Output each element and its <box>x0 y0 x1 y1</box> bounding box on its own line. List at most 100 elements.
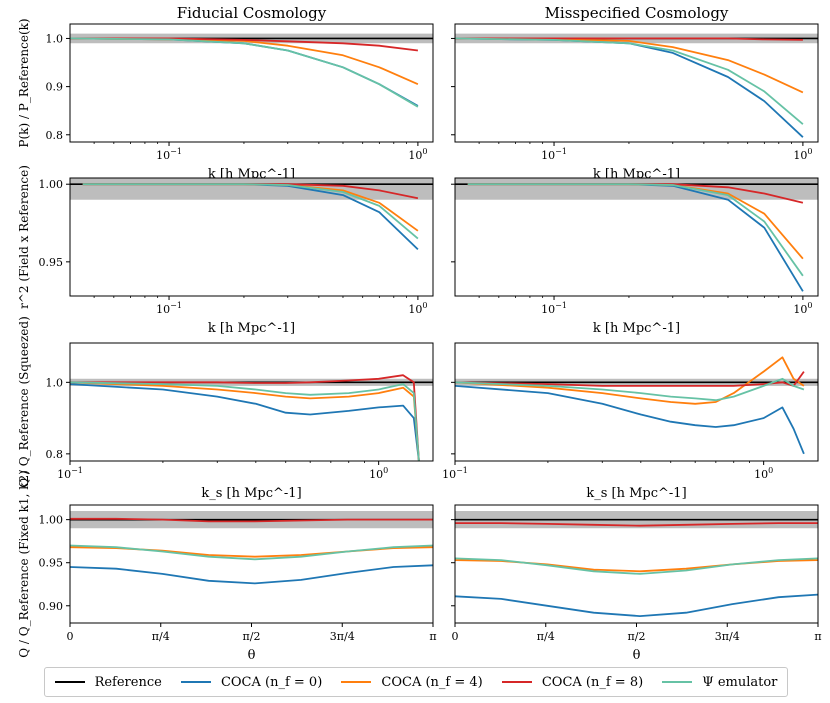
x-tick-label: 3π/4 <box>715 630 740 643</box>
series-line-coca-n-f-4 <box>455 356 805 405</box>
panel-r2-fiducial: 0.95 1.00 10−1 100 k [h Mpc^-1] r^2 (Field x … <box>17 165 434 336</box>
x-tick-label: π <box>429 630 436 643</box>
x-tick-label: 10−1 <box>541 301 567 316</box>
y-axis-label: Q / Q_Reference (Squeezed) <box>17 316 31 488</box>
x-axis-label: k_s [h Mpc^-1] <box>201 486 301 501</box>
series-line-emulator <box>455 377 805 402</box>
legend-item: COCA (n_f = 0) <box>180 674 323 690</box>
plot-area <box>455 33 818 138</box>
x-axis-label: θ <box>633 648 641 663</box>
series-line-emulator <box>467 183 804 277</box>
x-tick-label: π/4 <box>537 630 555 643</box>
legend-swatch <box>341 681 372 683</box>
series-line-coca-n-f-0 <box>455 37 804 138</box>
y-tick-label: 1.00 <box>39 514 64 527</box>
series-line-emulator <box>82 183 419 240</box>
x-tick-label: 10−1 <box>57 466 83 481</box>
x-tick-label: 10−1 <box>541 147 567 162</box>
y-tick-label: 1.0 <box>46 32 64 45</box>
x-tick-label: 3π/4 <box>330 630 355 643</box>
legend-swatch <box>662 681 693 683</box>
y-tick-label: 0.90 <box>39 600 64 613</box>
x-tick-label: 10−1 <box>442 466 468 481</box>
series-line-emulator <box>70 381 420 461</box>
series-line-coca-n-f-0 <box>70 564 433 585</box>
x-tick-label: 10−1 <box>156 301 182 316</box>
axes-frame <box>454 177 819 297</box>
x-tick-label: 0 <box>67 630 74 643</box>
legend-label: COCA (n_f = 4) <box>381 674 483 690</box>
series-line-coca-n-f-0 <box>70 383 420 461</box>
x-tick-label: 100 <box>793 147 812 162</box>
plot-area <box>455 178 818 292</box>
panel-q-squeezed-misspecified: 10−1 100 k_s [h Mpc^-1] <box>442 342 819 501</box>
series-line-coca-n-f-8 <box>455 522 818 527</box>
panel-q-fixed-misspecified: 0 π/4 π/2 3π/4 π θ <box>451 504 822 663</box>
plot-area <box>455 511 818 617</box>
y-axis-label: r^2 (Field x Reference) <box>17 165 31 309</box>
series-line-coca-n-f-4 <box>70 381 420 461</box>
x-tick-label: 100 <box>369 466 388 481</box>
plot-area <box>70 33 433 108</box>
series-line-coca-n-f-0 <box>455 385 805 455</box>
y-tick-label: 0.8 <box>46 129 64 142</box>
x-tick-label: 100 <box>408 301 427 316</box>
x-tick-label: 0 <box>452 630 459 643</box>
series-line-coca-n-f-8 <box>70 37 419 52</box>
plot-area <box>70 178 433 251</box>
x-axis-label: k_s [h Mpc^-1] <box>586 486 686 501</box>
axes-frame <box>454 23 819 143</box>
column-title: Fiducial Cosmology <box>177 4 327 22</box>
series-line-emulator <box>70 37 419 108</box>
legend-label: COCA (n_f = 0) <box>220 674 323 690</box>
legend-item: Ψ emulator <box>662 675 777 690</box>
axes-frame <box>69 177 434 297</box>
x-axis-label: k [h Mpc^-1] <box>208 321 295 336</box>
plot-area <box>70 511 433 585</box>
y-tick-label: 1.00 <box>39 178 64 191</box>
axes-frame <box>454 342 819 462</box>
y-tick-label: 0.9 <box>46 81 64 94</box>
series-line-coca-n-f-8 <box>455 37 803 41</box>
legend: Reference COCA (n_f = 0) COCA (n_f = 4) COC… <box>44 667 788 697</box>
legend-item: COCA (n_f = 8) <box>501 674 644 690</box>
legend-item: COCA (n_f = 4) <box>341 674 483 690</box>
y-axis-label: P(k) / P_Reference(k) <box>17 18 31 147</box>
x-tick-label: 100 <box>408 147 427 162</box>
x-tick-label: π/2 <box>628 630 646 643</box>
y-tick-label: 0.95 <box>39 557 64 570</box>
x-axis-label: k [h Mpc^-1] <box>593 321 680 336</box>
series-line-coca-n-f-0 <box>70 37 419 107</box>
x-tick-label: π/2 <box>243 630 261 643</box>
plot-area <box>455 356 818 455</box>
legend-swatch <box>180 681 211 683</box>
axes-frame <box>69 342 434 462</box>
axes-frame <box>69 23 434 143</box>
series-line-coca-n-f-0 <box>467 183 804 292</box>
legend-item: Reference <box>54 674 162 690</box>
series-line-emulator <box>70 544 433 561</box>
x-tick-label: π <box>814 630 821 643</box>
series-line-coca-n-f-8 <box>70 517 433 523</box>
x-tick-label: 100 <box>793 301 812 316</box>
x-tick-label: 10−1 <box>156 147 182 162</box>
series-line-emulator <box>455 37 804 125</box>
y-axis-label: Q / Q_Reference (Fixed k1, k2) <box>17 470 31 658</box>
series-line-coca-n-f-0 <box>455 593 818 617</box>
panel-r2-misspecified: 10−1 100 k [h Mpc^-1] <box>451 177 819 336</box>
plot-area <box>70 374 433 461</box>
x-axis-label: θ <box>248 648 256 663</box>
legend-label: Reference <box>94 674 162 690</box>
legend-label: Ψ emulator <box>702 674 778 690</box>
legend-label: COCA (n_f = 8) <box>541 674 644 690</box>
x-tick-label: 100 <box>754 466 773 481</box>
series-line-coca-n-f-8 <box>70 374 420 461</box>
y-tick-label: 0.95 <box>39 256 64 269</box>
series-line-emulator <box>455 557 818 575</box>
y-tick-label: 1.0 <box>46 376 64 389</box>
legend-swatch <box>54 681 85 683</box>
y-tick-label: 0.8 <box>46 448 64 461</box>
